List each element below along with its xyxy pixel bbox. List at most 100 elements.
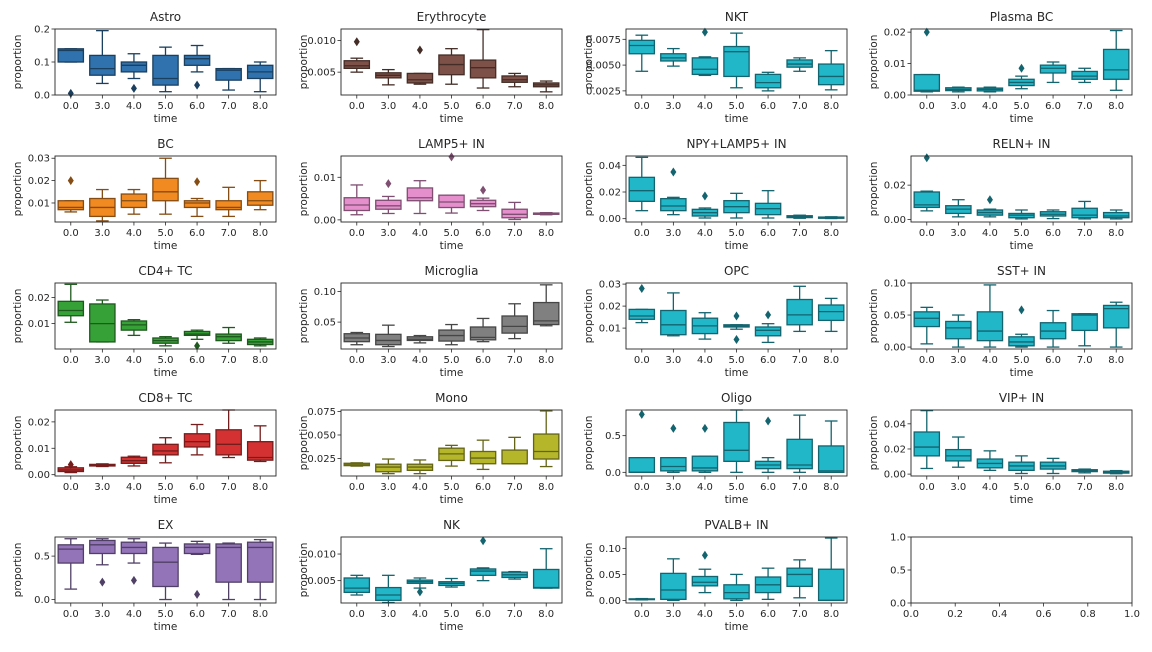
y-tick-label: 0.010 — [307, 36, 336, 47]
box-0.0 — [57, 538, 85, 590]
box-8.0 — [532, 80, 560, 93]
box-5.0 — [438, 48, 465, 85]
x-tick-label: 7.0 — [507, 355, 523, 366]
box-8.0 — [817, 50, 845, 91]
y-tick-label: 0.03 — [599, 280, 621, 291]
x-tick-label: 3.0 — [665, 101, 681, 112]
x-axis-label: time — [440, 113, 464, 125]
x-tick-label: 8.0 — [1108, 228, 1124, 239]
box-5.0 — [438, 323, 465, 346]
y-tick-label: 0.01 — [28, 444, 50, 455]
box-body — [215, 429, 242, 456]
y-tick-label: 0.10 — [884, 279, 906, 290]
y-tick-label: 1.0 — [890, 533, 906, 544]
x-tick-label: 5.0 — [444, 101, 460, 112]
x-tick-label: 3.0 — [94, 101, 110, 112]
outlier-point — [448, 152, 455, 162]
box-body — [469, 326, 497, 341]
y-tick-label: 0.0 — [605, 468, 621, 479]
box-body — [817, 304, 845, 322]
y-tick-label: 0.02 — [884, 181, 906, 192]
x-tick-label: 0.0 — [349, 101, 365, 112]
box-7.0 — [501, 303, 528, 340]
x-tick-label: 7.0 — [507, 609, 523, 620]
x-tick-label: 3.0 — [380, 482, 396, 493]
x-tick-label: 4.0 — [982, 101, 998, 112]
box-body — [691, 57, 719, 76]
y-tick-label: 0.01 — [884, 59, 906, 70]
box-6.0 — [754, 567, 782, 601]
x-tick-label: 0.0 — [919, 482, 935, 493]
y-tick-label: 0.00 — [599, 214, 621, 225]
box-body — [786, 567, 813, 588]
x-tick-label: 7.0 — [792, 101, 808, 112]
y-tick-label: 0.05 — [599, 570, 621, 581]
box-0.0 — [57, 283, 85, 323]
axes-frame — [910, 28, 1133, 96]
box-body — [660, 457, 687, 472]
box-6.0 — [183, 540, 211, 599]
x-tick-label: 7.0 — [507, 228, 523, 239]
box-4.0 — [691, 191, 719, 219]
x-tick-label: 5.0 — [444, 228, 460, 239]
box-3.0 — [660, 167, 687, 216]
box-0.0 — [343, 462, 371, 467]
box-3.0 — [945, 86, 972, 93]
box-body — [57, 544, 85, 564]
x-tick-label: 4.0 — [126, 482, 142, 493]
box-body — [57, 300, 85, 317]
x-axis-label: time — [154, 113, 178, 125]
box-7.0 — [215, 542, 242, 601]
box-5.0 — [1008, 305, 1035, 348]
box-0.0 — [628, 34, 656, 72]
box-8.0 — [817, 420, 845, 473]
x-tick-label: 6.0 — [189, 355, 205, 366]
x-tick-label: 8.0 — [538, 228, 554, 239]
x-tick-label: 0.0 — [63, 355, 79, 366]
box-0.0 — [628, 597, 656, 601]
y-tick-label: 0.5 — [34, 552, 50, 563]
x-tick-label: 3.0 — [950, 482, 966, 493]
y-axis-label: proportion — [583, 289, 595, 344]
subplot-title: NKT — [725, 10, 749, 24]
x-tick-label: 7.0 — [507, 101, 523, 112]
box-5.0 — [723, 409, 750, 473]
x-tick-label: 6.0 — [1045, 355, 1061, 366]
subplot-5: LAMP5+ IN 0.0 3.0 4.0 5.0 6.0 7.0 8.0 time propor… — [298, 137, 563, 252]
subplot-title: Erythrocyte — [417, 10, 487, 24]
box-body — [913, 191, 941, 209]
outlier-point — [416, 45, 423, 55]
box-6.0 — [1039, 209, 1067, 220]
x-tick-label: 0.0 — [349, 228, 365, 239]
y-tick-label: 0.02 — [599, 188, 621, 199]
x-tick-label: 5.0 — [1014, 482, 1030, 493]
x-tick-label: 7.0 — [221, 609, 237, 620]
box-body — [913, 431, 941, 457]
box-7.0 — [501, 201, 528, 221]
box-6.0 — [754, 416, 782, 473]
y-axis-label: proportion — [868, 162, 880, 217]
x-tick-label: 4.0 — [412, 101, 428, 112]
x-tick-label: 7.0 — [1077, 482, 1093, 493]
subplot-title: Astro — [150, 10, 181, 24]
y-tick-label: 0.00 — [28, 470, 50, 481]
y-tick-label: 0.01 — [28, 198, 50, 209]
box-body — [817, 568, 845, 602]
box-body — [723, 45, 750, 78]
box-body — [343, 197, 371, 212]
subplot-title: CD8+ TC — [138, 391, 192, 405]
subplot-title: Oligo — [721, 391, 752, 405]
x-tick-label: 5.0 — [158, 355, 174, 366]
box-7.0 — [215, 326, 242, 344]
x-tick-label: 0.0 — [634, 101, 650, 112]
box-5.0 — [152, 437, 179, 464]
y-tick-label: 0.01 — [28, 319, 50, 330]
outlier-point — [701, 27, 708, 37]
x-tick-label: 6.0 — [475, 482, 491, 493]
x-axis-label: time — [1010, 113, 1034, 125]
box-body — [215, 67, 242, 81]
outlier-point — [480, 185, 487, 195]
subplot-title: EX — [158, 518, 174, 532]
outlier-point — [670, 423, 677, 433]
box-body — [691, 455, 719, 472]
